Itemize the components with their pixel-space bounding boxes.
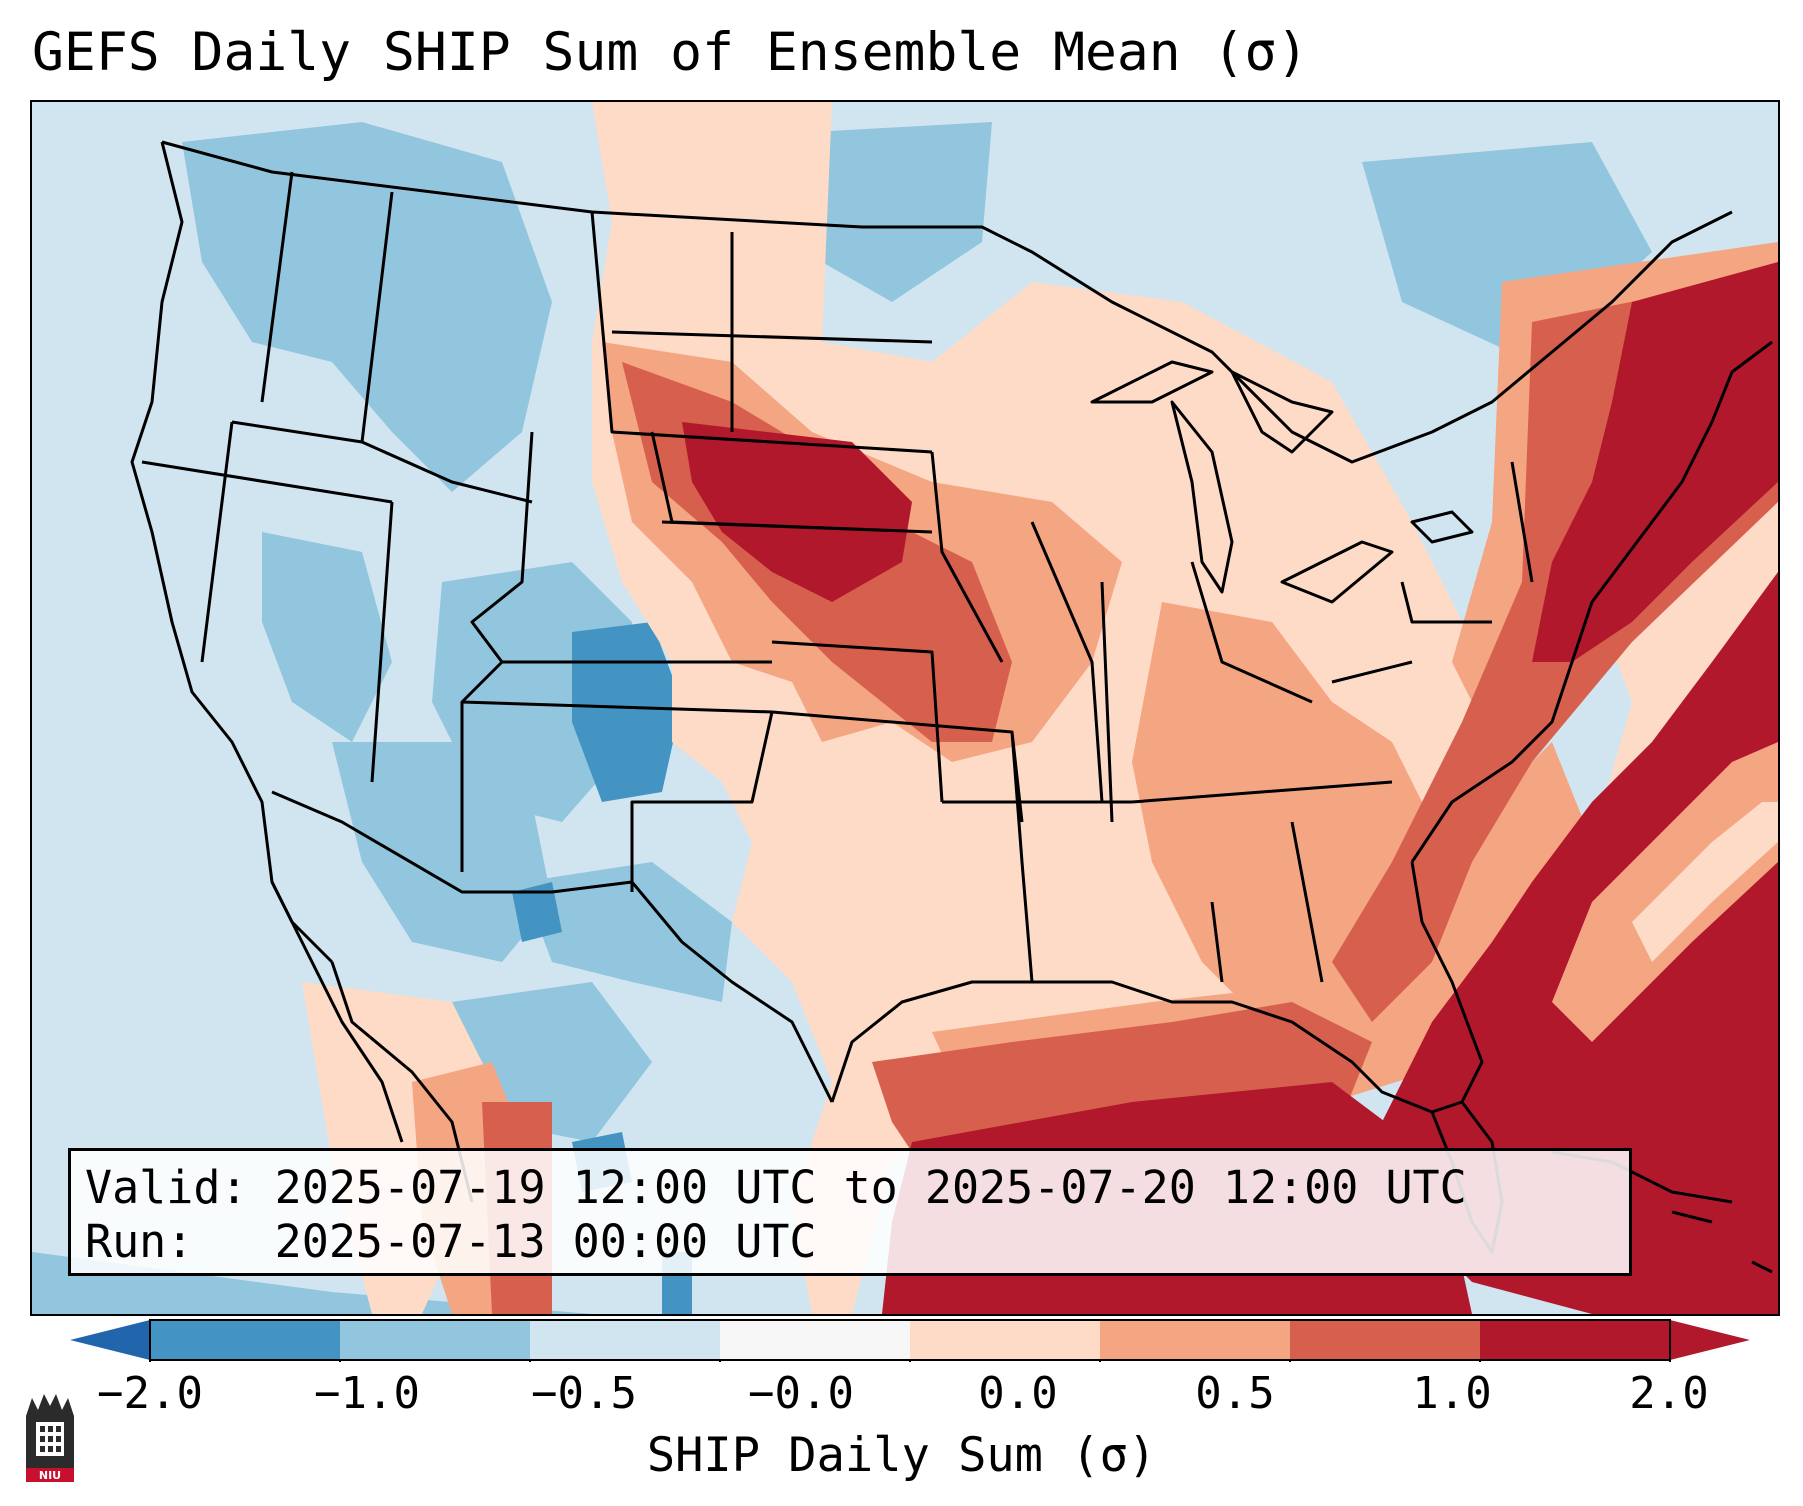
tick-label: 0.0 bbox=[978, 1368, 1058, 1419]
ship-field-map bbox=[32, 102, 1778, 1314]
valid-label: Valid: bbox=[85, 1161, 248, 1214]
atlantic-band-inner bbox=[1632, 802, 1778, 962]
great-lakes bbox=[1090, 360, 1474, 604]
valid-run-info-box: Valid: 2025-07-19 12:00 UTC to 2025-07-2… bbox=[68, 1148, 1632, 1276]
map-panel: Valid: 2025-07-19 12:00 UTC to 2025-07-2… bbox=[30, 100, 1780, 1316]
tick-label: −1.0 bbox=[314, 1368, 420, 1419]
colorbar-segment bbox=[530, 1320, 721, 1360]
us-canada-border bbox=[161, 140, 1733, 464]
colorbar-tick-labels: −2.0 −1.0 −0.5 −0.0 0.0 0.5 1.0 2.0 bbox=[0, 1368, 1803, 1428]
colorbar-segment bbox=[1290, 1320, 1481, 1360]
tick-label: −0.0 bbox=[748, 1368, 854, 1419]
colorbar-segment bbox=[150, 1320, 341, 1360]
colorbar-over-extend bbox=[1670, 1320, 1750, 1360]
gulf-coast bbox=[830, 861, 1484, 1114]
run-label: Run: bbox=[85, 1215, 194, 1268]
map-title: GEFS Daily SHIP Sum of Ensemble Mean (σ) bbox=[32, 22, 1309, 83]
state-lines-east bbox=[1030, 461, 1534, 983]
colorbar-segment bbox=[1480, 1320, 1671, 1360]
colorbar-under-extend bbox=[70, 1320, 150, 1360]
state-lines-west bbox=[141, 171, 774, 892]
colorbar-outline bbox=[149, 1319, 1671, 1361]
tick-label: 2.0 bbox=[1629, 1368, 1709, 1419]
tick-label: 0.5 bbox=[1195, 1368, 1275, 1419]
colorbar-segment bbox=[340, 1320, 531, 1360]
east-coast bbox=[1410, 340, 1773, 863]
colorbar-segment bbox=[1100, 1320, 1291, 1360]
colorbar-segment bbox=[720, 1320, 911, 1360]
run-line: Run: 2025-07-13 00:00 UTC bbox=[85, 1215, 1615, 1269]
tick-label: 1.0 bbox=[1412, 1368, 1492, 1419]
colorbar-label: SHIP Daily Sum (σ) bbox=[646, 1428, 1157, 1483]
valid-line: Valid: 2025-07-19 12:00 UTC to 2025-07-2… bbox=[85, 1161, 1615, 1215]
run-time: 2025-07-13 00:00 UTC bbox=[274, 1215, 817, 1268]
colorbar-segment bbox=[910, 1320, 1101, 1360]
niu-logo-icon: NIU bbox=[26, 1394, 74, 1482]
tick-label: −2.0 bbox=[97, 1368, 203, 1419]
niu-logo-text: NIU bbox=[39, 1469, 61, 1482]
state-lines-central bbox=[590, 211, 1132, 983]
colorbar-segments bbox=[150, 1320, 1671, 1360]
colorbar bbox=[70, 1319, 1750, 1362]
valid-range: 2025-07-19 12:00 UTC to 2025-07-20 12:00… bbox=[274, 1161, 1467, 1214]
tick-label: −0.5 bbox=[531, 1368, 637, 1419]
boundary-lines bbox=[130, 140, 1773, 1274]
